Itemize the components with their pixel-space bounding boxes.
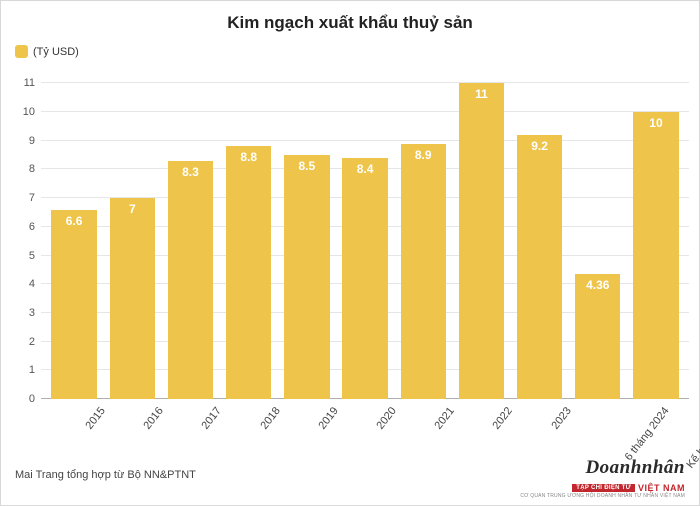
bar-slot: 11 — [452, 69, 510, 399]
bar-value-label: 11 — [459, 87, 504, 101]
bar: 9.2 — [517, 135, 562, 399]
y-tick-label: 1 — [29, 364, 41, 376]
x-label-slot: 2023 — [511, 399, 569, 459]
x-axis-label: Kế hoạch 2024 — [684, 405, 700, 471]
bar: 11 — [459, 83, 504, 399]
bar: 7 — [110, 198, 155, 399]
x-label-slot: 2021 — [394, 399, 452, 459]
y-tick-label: 4 — [29, 278, 41, 290]
bar-value-label: 10 — [633, 116, 678, 130]
bar-value-label: 7 — [110, 202, 155, 216]
bar: 8.9 — [401, 144, 446, 399]
bar: 8.3 — [168, 161, 213, 399]
brand-main-text: Doanhnhân — [520, 458, 685, 477]
y-tick-label: 5 — [29, 250, 41, 262]
chart-container: Kim ngạch xuất khẩu thuỷ sản (Tỷ USD) 0 1… — [0, 0, 700, 506]
bar-value-label: 8.4 — [342, 162, 387, 176]
y-tick-label: 10 — [23, 106, 41, 118]
publisher-logo: Doanhnhân TẠP CHÍ ĐIỆN TỬ VIỆT NAM CƠ QU… — [520, 458, 685, 499]
legend: (Tỷ USD) — [15, 45, 79, 58]
bar-slot: 6.6 — [45, 69, 103, 399]
legend-swatch — [15, 45, 28, 58]
chart-title: Kim ngạch xuất khẩu thuỷ sản — [1, 1, 699, 33]
bar-slot: 8.8 — [220, 69, 278, 399]
bar-slot: 8.4 — [336, 69, 394, 399]
bar-slot: 9.2 — [511, 69, 569, 399]
plot-area: 01234567891011 6.678.38.88.58.48.9119.24… — [41, 69, 689, 399]
bar: 4.36 — [575, 274, 620, 399]
y-tick-label: 9 — [29, 135, 41, 147]
source-caption: Mai Trang tổng hợp từ Bộ NN&PTNT — [15, 469, 196, 481]
y-tick-label: 6 — [29, 221, 41, 233]
bar-value-label: 9.2 — [517, 139, 562, 153]
x-label-slot: Kế hoạch 2024 — [627, 399, 685, 459]
brand-tagline: CƠ QUAN TRUNG ƯƠNG HỘI DOANH NHÂN TƯ NHÂ… — [520, 494, 685, 499]
brand-vn: VIỆT NAM — [638, 484, 685, 493]
bar: 6.6 — [51, 210, 96, 399]
x-label-slot: 6 tháng 2024 — [569, 399, 627, 459]
bar-slot: 8.9 — [394, 69, 452, 399]
x-label-slot: 2022 — [452, 399, 510, 459]
bar-value-label: 8.8 — [226, 150, 271, 164]
bar-slot: 7 — [103, 69, 161, 399]
bar: 8.4 — [342, 158, 387, 399]
x-label-slot: 2016 — [103, 399, 161, 459]
y-tick-label: 2 — [29, 336, 41, 348]
y-tick-label: 8 — [29, 163, 41, 175]
y-tick-label: 7 — [29, 192, 41, 204]
bar-value-label: 4.36 — [575, 278, 620, 292]
y-tick-label: 11 — [24, 77, 41, 89]
brand-red-box: TẠP CHÍ ĐIỆN TỬ — [572, 484, 635, 492]
y-tick-label: 3 — [29, 307, 41, 319]
bar-slot: 10 — [627, 69, 685, 399]
brand-sub: TẠP CHÍ ĐIỆN TỬ VIỆT NAM — [572, 484, 685, 493]
x-label-slot: 2017 — [161, 399, 219, 459]
bar-value-label: 6.6 — [51, 214, 96, 228]
bar-slot: 8.5 — [278, 69, 336, 399]
x-label-slot: 2019 — [278, 399, 336, 459]
x-label-slot: 2020 — [336, 399, 394, 459]
bar-value-label: 8.5 — [284, 159, 329, 173]
bar: 10 — [633, 112, 678, 399]
bars-group: 6.6 7 8.3 8.8 8.5 8.4 8.9 11 9.2 4.36 10 — [41, 69, 689, 399]
bar-slot: 4.36 — [569, 69, 627, 399]
bar-slot: 8.3 — [161, 69, 219, 399]
legend-label: (Tỷ USD) — [33, 46, 79, 58]
bar: 8.8 — [226, 146, 271, 399]
bar: 8.5 — [284, 155, 329, 399]
y-tick-label: 0 — [29, 393, 41, 405]
bar-value-label: 8.3 — [168, 165, 213, 179]
bar-value-label: 8.9 — [401, 148, 446, 162]
x-axis-labels: 2015201620172018201920202021202220236 th… — [41, 399, 689, 459]
x-label-slot: 2015 — [45, 399, 103, 459]
x-label-slot: 2018 — [220, 399, 278, 459]
